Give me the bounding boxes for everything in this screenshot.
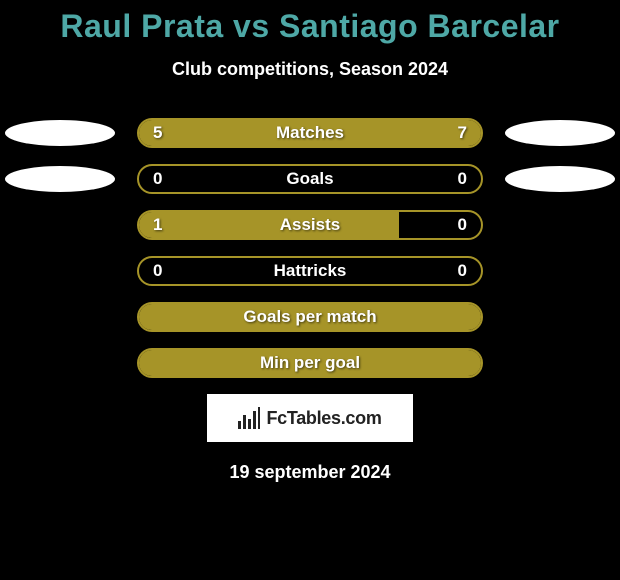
player-marker-right — [505, 120, 615, 146]
stat-value-right: 7 — [458, 123, 467, 143]
bar-fill-left — [139, 212, 399, 238]
stat-bar: 10Assists — [137, 210, 483, 240]
stat-bar: Min per goal — [137, 348, 483, 378]
stat-value-right: 0 — [458, 261, 467, 281]
stat-value-left: 1 — [153, 215, 162, 235]
page-title: Raul Prata vs Santiago Barcelar — [0, 8, 620, 45]
source-logo: FcTables.com — [207, 394, 413, 442]
stat-value-right: 0 — [458, 169, 467, 189]
chart-icon — [238, 407, 260, 429]
player-marker-left — [5, 166, 115, 192]
stat-value-left: 5 — [153, 123, 162, 143]
stat-row: 0 0Hattricks — [0, 256, 620, 286]
stat-value-right: 0 — [458, 215, 467, 235]
stat-row: 10Assists — [0, 210, 620, 240]
stat-label: Hattricks — [139, 261, 481, 281]
bar-fill-full — [139, 350, 481, 376]
stat-rows: 57Matches00Goals10Assists00HattricksGoal… — [0, 118, 620, 378]
stat-bar: Goals per match — [137, 302, 483, 332]
logo-text: FcTables.com — [266, 408, 381, 429]
stat-row: 57Matches — [0, 118, 620, 148]
stat-bar: 0 0Hattricks — [137, 256, 483, 286]
stats-card: Raul Prata vs Santiago Barcelar Club com… — [0, 0, 620, 483]
player-marker-left — [5, 120, 115, 146]
stat-row: Goals per match — [0, 302, 620, 332]
bar-fill-right — [282, 120, 481, 146]
stat-bar: 0 0Goals — [137, 164, 483, 194]
stat-value-left: 0 — [153, 169, 162, 189]
stat-row: Min per goal — [0, 348, 620, 378]
bar-fill-full — [139, 304, 481, 330]
date-label: 19 september 2024 — [0, 462, 620, 483]
stat-row: 0 0Goals — [0, 164, 620, 194]
page-subtitle: Club competitions, Season 2024 — [0, 59, 620, 80]
stat-label: Goals — [139, 169, 481, 189]
stat-bar: 57Matches — [137, 118, 483, 148]
player-marker-right — [505, 166, 615, 192]
stat-value-left: 0 — [153, 261, 162, 281]
